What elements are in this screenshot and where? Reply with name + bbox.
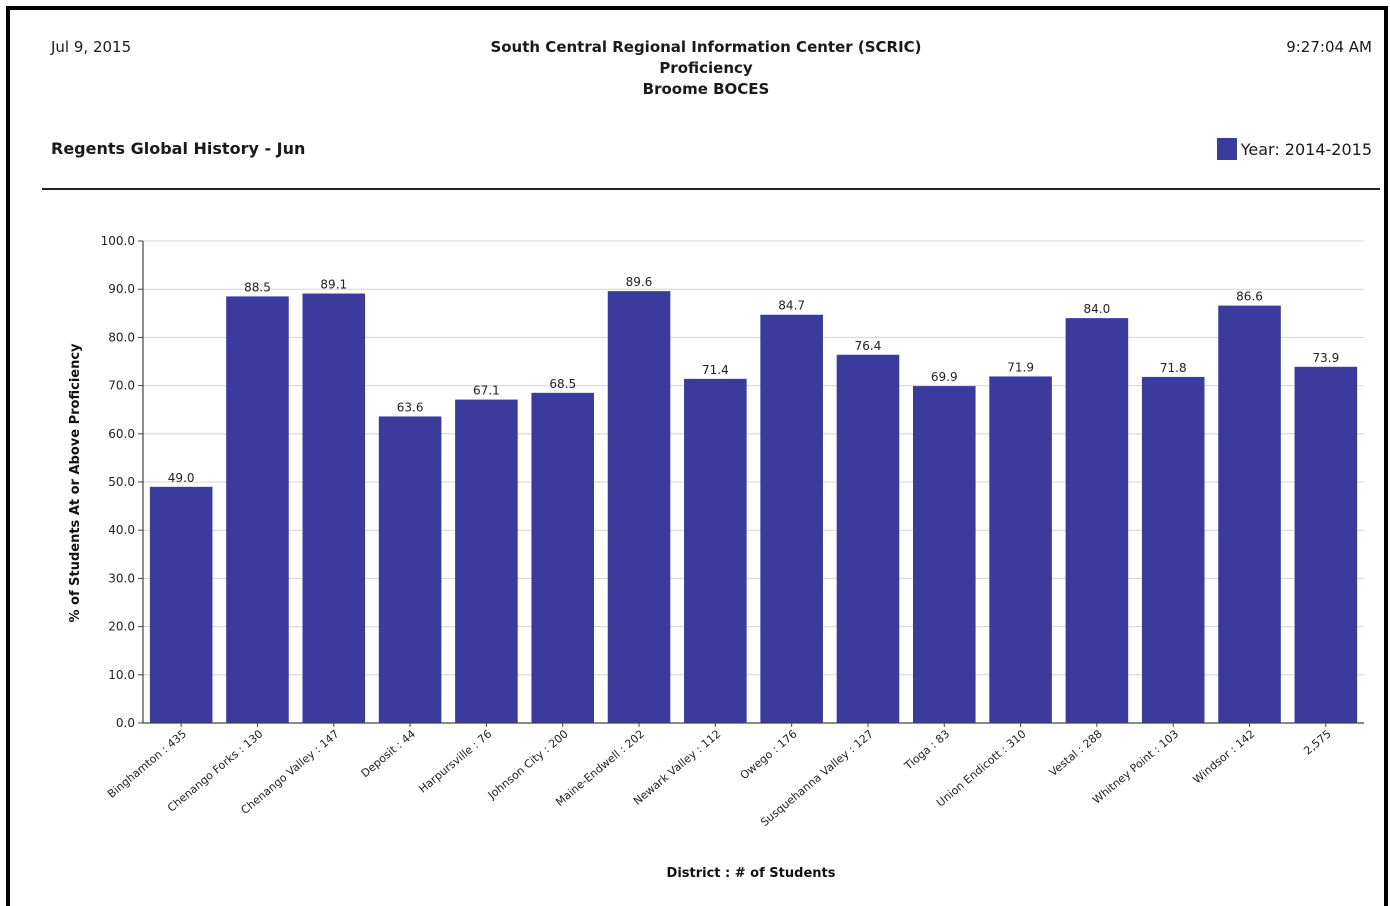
bar — [455, 399, 518, 723]
data-label: 49.0 — [168, 471, 195, 485]
bar — [1065, 318, 1129, 723]
y-tick-label: 20.0 — [108, 620, 135, 634]
bar — [607, 291, 671, 723]
data-label: 89.6 — [626, 275, 653, 289]
org-name: South Central Regional Information Cente… — [490, 38, 922, 56]
axes — [138, 240, 1364, 727]
bar — [760, 314, 823, 723]
category-label: Newark Valley : 112 — [631, 727, 723, 807]
y-tick-label: 100.0 — [101, 234, 135, 248]
category-label: Whitney Point : 103 — [1090, 727, 1181, 806]
bar — [302, 293, 366, 723]
data-label: 73.9 — [1312, 351, 1339, 365]
report-frame — [6, 6, 1388, 906]
category-label: Johnson City : 200 — [485, 727, 571, 802]
data-label: 89.1 — [320, 278, 347, 292]
bar — [1218, 305, 1281, 723]
bars — [149, 291, 1358, 723]
report-subtitle: Proficiency — [659, 59, 753, 77]
bar — [1141, 376, 1205, 723]
data-label: 71.9 — [1007, 360, 1034, 374]
y-tick-label: 40.0 — [108, 523, 135, 537]
x-axis-title: District : # of Students — [667, 866, 836, 881]
y-tick-label: 30.0 — [108, 571, 135, 585]
category-label: Harpursville : 76 — [416, 727, 494, 795]
category-label: 2,575 — [1301, 727, 1333, 757]
category-label: Binghamton : 435 — [105, 727, 189, 800]
y-axis-title: % of Students At or Above Proficiency — [68, 343, 83, 623]
data-label: 86.6 — [1236, 290, 1263, 304]
y-tick-label: 10.0 — [108, 668, 135, 682]
category-label: Windsor : 142 — [1191, 727, 1258, 786]
data-label: 84.7 — [778, 299, 805, 313]
bar — [684, 378, 747, 723]
report-time: 9:27:04 AM — [1286, 38, 1372, 56]
category-label: Owego : 176 — [738, 727, 800, 782]
category-label: Deposit : 44 — [359, 727, 418, 780]
bar — [531, 392, 595, 723]
category-label: Tioga : 83 — [901, 727, 952, 773]
y-tick-label: 50.0 — [108, 475, 135, 489]
data-label: 71.4 — [702, 363, 729, 377]
report-header: South Central Regional Information Cente… — [0, 37, 1390, 100]
y-tick-label: 60.0 — [108, 427, 135, 441]
data-label: 69.9 — [931, 370, 958, 384]
data-label: 71.8 — [1160, 361, 1187, 375]
header-divider — [42, 188, 1380, 190]
y-tick-label: 0.0 — [116, 716, 135, 730]
data-label: 68.5 — [549, 377, 576, 391]
report-date: Jul 9, 2015 — [51, 38, 132, 56]
category-label: Vestal : 288 — [1047, 727, 1105, 779]
region-name: Broome BOCES — [642, 80, 770, 98]
bar — [912, 386, 976, 723]
chart-legend: Year: 2014-2015 — [1216, 138, 1372, 160]
bar — [836, 354, 900, 723]
legend-label: Year: 2014-2015 — [1240, 139, 1372, 159]
data-label: 88.5 — [244, 280, 271, 294]
bar — [149, 486, 213, 723]
data-label: 76.4 — [855, 339, 882, 353]
bar — [1294, 366, 1358, 723]
bar — [226, 296, 289, 723]
chart-title: Regents Global History - Jun — [51, 139, 306, 158]
bar — [989, 376, 1052, 723]
y-tick-label: 90.0 — [108, 282, 135, 296]
data-label: 63.6 — [397, 400, 424, 414]
y-tick-label: 70.0 — [108, 379, 135, 393]
y-tick-label: 80.0 — [108, 330, 135, 344]
data-label: 84.0 — [1084, 302, 1111, 316]
bar — [378, 416, 442, 723]
legend-swatch — [1216, 138, 1237, 160]
data-label: 67.1 — [473, 384, 500, 398]
